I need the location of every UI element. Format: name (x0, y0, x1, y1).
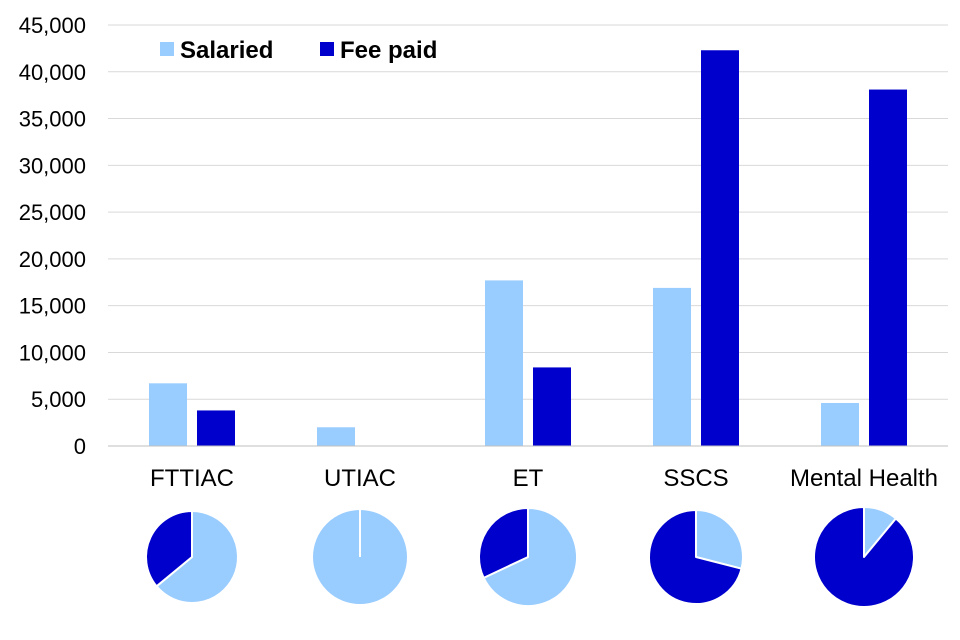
legend-label-fee-paid: Fee paid (340, 37, 437, 64)
pie-utiac (311, 508, 409, 606)
bar-fee-paid-mental-health (869, 89, 907, 446)
legend-swatch-salaried (160, 42, 174, 56)
pie-slice-salaried (155, 510, 239, 604)
pie-slice-fee-paid (813, 506, 915, 608)
y-tick-label: 35,000 (19, 107, 86, 132)
bar-salaried-et (485, 280, 523, 446)
category-label-fttiac: FTTIAC (150, 465, 234, 492)
y-tick-label: 25,000 (19, 200, 86, 225)
pie-slice-salaried (482, 507, 578, 607)
pie-slice-salaried (695, 509, 744, 570)
bar-fee-paid-et (533, 367, 571, 446)
pie-mental-health (813, 506, 915, 608)
pie-slice-fee-paid (478, 507, 529, 579)
category-labels: FTTIAC UTIAC ET SSCS Mental Health (150, 465, 938, 492)
pie-slice-fee-paid (648, 509, 743, 605)
pie-slice-fee-paid (145, 510, 193, 588)
pie-charts (145, 506, 915, 608)
bars (149, 50, 907, 446)
category-label-et: ET (513, 465, 544, 492)
bar-salaried-utiac (317, 427, 355, 446)
bar-salaried-sscs (653, 287, 691, 446)
y-tick-label: 30,000 (19, 153, 86, 178)
category-label-utiac: UTIAC (324, 465, 396, 492)
pie-sscs (648, 509, 744, 605)
y-tick-label: 5,000 (31, 387, 86, 412)
y-tick-label: 20,000 (19, 247, 86, 272)
legend-label-salaried: Salaried (180, 37, 273, 64)
y-tick-label: 40,000 (19, 60, 86, 85)
bar-fee-paid-sscs (701, 50, 739, 446)
y-tick-label: 45,000 (19, 13, 86, 38)
bar-salaried-fttiac (149, 383, 187, 446)
legend-swatch-fee-paid (320, 42, 334, 56)
bar-fee-paid-fttiac (197, 410, 235, 446)
grid-lines (108, 24, 948, 400)
legend: Salaried Fee paid (160, 37, 437, 64)
category-label-mental-health: Mental Health (790, 465, 938, 492)
y-tick-label: 15,000 (19, 294, 86, 319)
y-tick-label: 10,000 (19, 340, 86, 365)
y-axis-ticks: 0 5,000 10,000 15,000 20,000 25,000 30,000 35,0… (19, 13, 86, 459)
category-label-sscs: SSCS (663, 465, 728, 492)
y-tick-label: 0 (74, 434, 86, 459)
pie-et (478, 507, 578, 607)
bar-salaried-mental-health (821, 402, 859, 446)
pie-fttiac (145, 510, 239, 604)
